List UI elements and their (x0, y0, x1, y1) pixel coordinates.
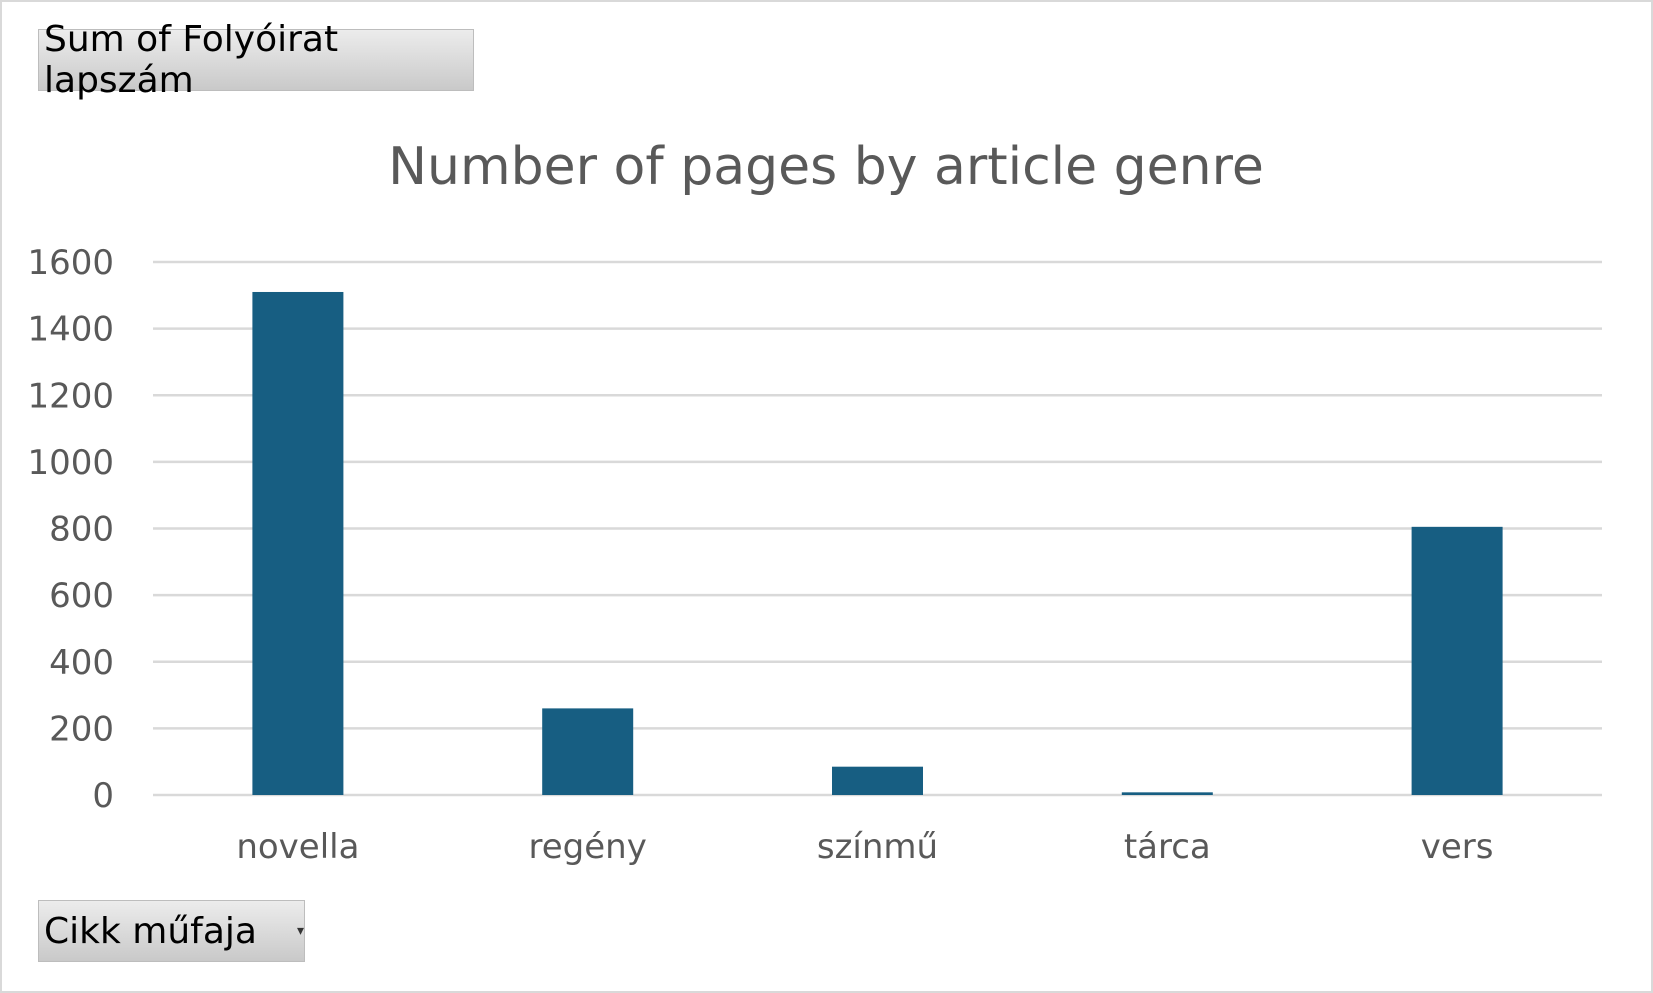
y-tick-label: 800 (49, 510, 114, 550)
y-tick-label: 1400 (27, 310, 114, 350)
bars (252, 291, 1503, 795)
y-tick-label: 600 (49, 576, 114, 616)
chevron-down-icon[interactable]: ▾ (296, 923, 304, 939)
y-axis-ticks: 0 200 400 600 800 1000 1200 1400 1600 (27, 243, 114, 816)
x-category-label: novella (236, 827, 359, 867)
x-axis-categories: novella regény színmű tárca vers (236, 827, 1493, 867)
chart-title: Number of pages by article genre (388, 137, 1264, 197)
y-tick-label: 400 (49, 643, 114, 683)
axis-field-label: Cikk műfaja (44, 910, 257, 952)
y-tick-label: 1600 (27, 243, 114, 283)
value-field-button[interactable]: Sum of Folyóirat lapszám (38, 19, 474, 101)
x-category-label: tárca (1124, 827, 1211, 867)
x-category-label: színmű (817, 827, 938, 867)
x-category-label: vers (1421, 827, 1494, 867)
gridlines (153, 260, 1602, 797)
bar-regény[interactable] (542, 708, 634, 795)
y-tick-label: 200 (49, 709, 114, 749)
axis-field-button[interactable]: Cikk műfaja ▾ (38, 900, 305, 962)
bar-színmű[interactable] (832, 766, 923, 795)
bar-vers[interactable] (1411, 526, 1503, 795)
x-category-label: regény (529, 827, 647, 867)
value-field-label: Sum of Folyóirat lapszám (44, 19, 339, 101)
bar-tárca[interactable] (1121, 792, 1213, 795)
bar-novella[interactable] (252, 291, 344, 795)
y-tick-label: 1000 (27, 443, 114, 483)
y-tick-label: 0 (92, 776, 114, 816)
y-tick-label: 1200 (27, 376, 114, 416)
